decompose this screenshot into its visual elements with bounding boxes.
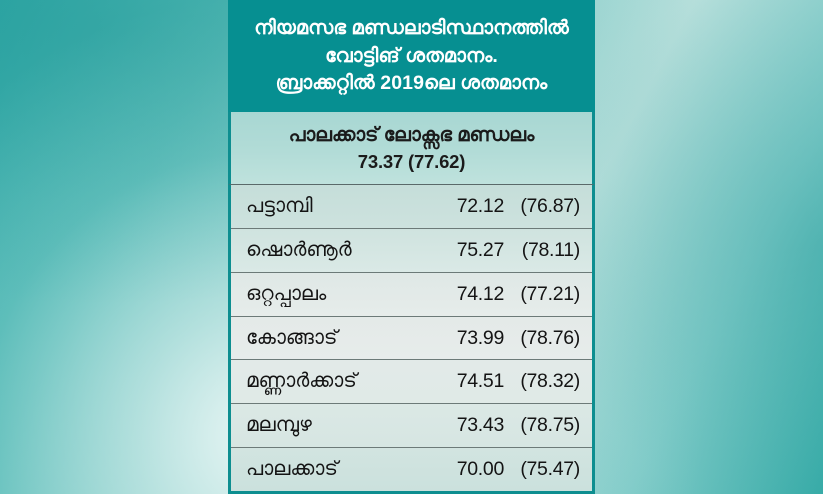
- table-row: പട്ടാമ്പി 72.12 (76.87): [231, 185, 592, 229]
- segment-values: 74.51 (78.32): [444, 370, 581, 393]
- constituency-name: പാലക്കാട് ലോക്സഭ മണ്ഡലം: [288, 124, 535, 147]
- segment-name: പാലക്കാട്: [246, 458, 338, 481]
- segment-values: 73.43 (78.75): [444, 414, 581, 437]
- table-row: ഒറ്റപ്പാലം 74.12 (77.21): [231, 272, 592, 317]
- table-row: പാലക്കാട് 70.00 (75.47): [231, 448, 592, 492]
- segment-current: 74.12: [456, 282, 505, 305]
- segment-values: 74.12 (77.21): [444, 282, 581, 306]
- segment-current: 75.27: [456, 238, 505, 261]
- segment-current: 72.12: [456, 194, 505, 217]
- table-row: മലമ്പുഴ 73.43 (78.75): [231, 404, 592, 449]
- segment-previous: (78.76): [520, 326, 580, 349]
- assembly-segment-table: പട്ടാമ്പി 72.12 (76.87) ഷൊർണൂർ 75.27 (78…: [228, 185, 595, 494]
- table-row: ഷൊർണൂർ 75.27 (78.11): [231, 228, 592, 273]
- segment-name: ഒറ്റപ്പാലം: [246, 282, 327, 305]
- header-line-3: ബ്രാക്കറ്റിൽ 2019ലെ ശതമാനം: [275, 72, 548, 95]
- segment-previous: (78.75): [520, 414, 580, 437]
- segment-previous: (78.32): [520, 370, 580, 393]
- segment-values: 73.99 (78.76): [444, 326, 581, 350]
- constituency-summary: പാലക്കാട് ലോക്സഭ മണ്ഡലം 73.37 (77.62): [228, 112, 595, 185]
- segment-name: പട്ടാമ്പി: [246, 194, 313, 217]
- segment-current: 73.99: [456, 326, 505, 349]
- segment-previous: (78.11): [521, 238, 581, 261]
- header-line-1: നിയമസഭ മണ്ഡലാടിസ്ഥാനത്തിൽ: [254, 17, 569, 40]
- table-row: മണ്ണാർക്കാട് 74.51 (78.32): [231, 360, 592, 405]
- segment-name: മലമ്പുഴ: [246, 414, 312, 437]
- segment-values: 75.27 (78.11): [444, 238, 581, 262]
- constituency-value: 73.37 (77.62): [357, 150, 466, 172]
- voting-percentage-card: നിയമസഭ മണ്ഡലാടിസ്ഥാനത്തിൽ വോട്ടിങ് ശതമാന…: [228, 0, 595, 494]
- segment-values: 70.00 (75.47): [444, 458, 581, 481]
- segment-name: ഷൊർണൂർ: [246, 238, 352, 261]
- segment-current: 74.51: [456, 370, 505, 393]
- segment-current: 70.00: [456, 458, 505, 481]
- card-header: നിയമസഭ മണ്ഡലാടിസ്ഥാനത്തിൽ വോട്ടിങ് ശതമാന…: [228, 0, 595, 112]
- segment-name: കോങ്ങാട്: [246, 326, 338, 349]
- segment-name: മണ്ണാർക്കാട്: [246, 370, 357, 393]
- segment-previous: (76.87): [520, 194, 580, 217]
- segment-previous: (77.21): [520, 282, 580, 305]
- segment-values: 72.12 (76.87): [444, 194, 581, 218]
- header-line-2: വോട്ടിങ് ശതമാനം.: [325, 44, 498, 67]
- segment-previous: (75.47): [520, 458, 580, 481]
- segment-current: 73.43: [456, 414, 505, 437]
- table-row: കോങ്ങാട് 73.99 (78.76): [231, 316, 592, 361]
